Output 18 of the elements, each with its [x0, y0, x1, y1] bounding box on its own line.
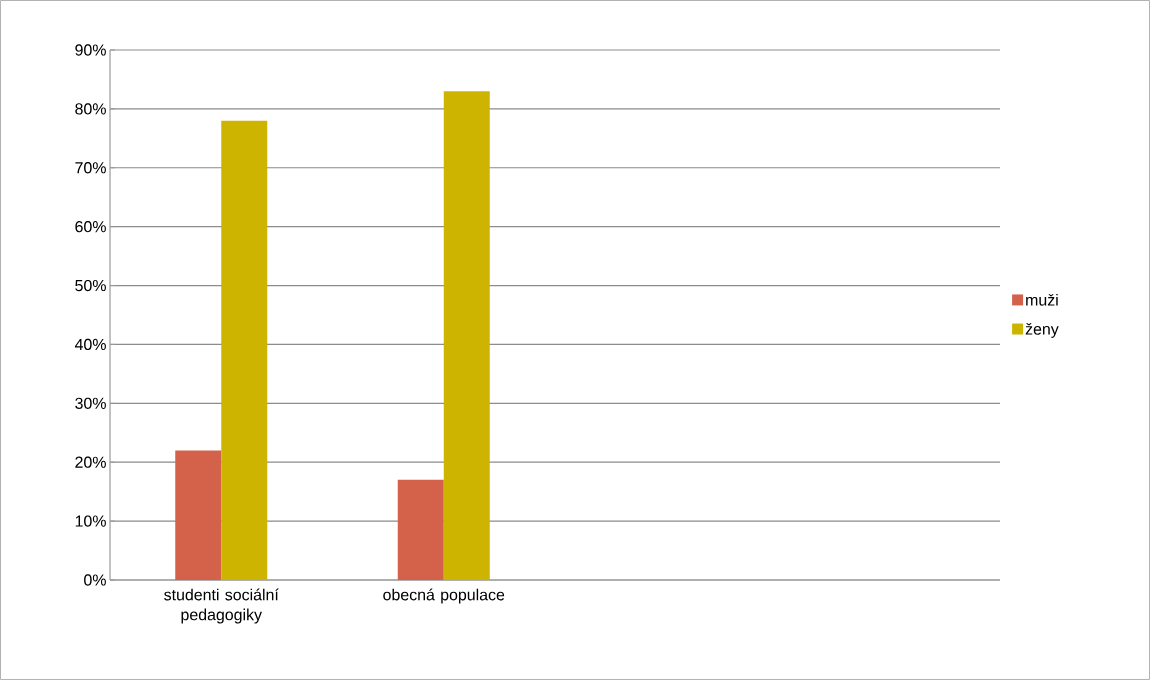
- legend-label: muži: [1026, 293, 1058, 306]
- y-tick-label: 70%: [75, 162, 106, 174]
- y-tick-label: 50%: [75, 279, 106, 292]
- y-tick-label: 60%: [75, 221, 106, 233]
- x-tick-label: studenti sociální pedagogiky: [164, 588, 279, 624]
- y-tick-label: 90%: [75, 44, 106, 56]
- bar: [397, 479, 444, 580]
- legend-label: ženy: [1025, 322, 1059, 338]
- y-tick-label: 80%: [75, 103, 106, 115]
- bar: [175, 450, 222, 580]
- y-tick-label: 0%: [84, 574, 106, 586]
- bar: [221, 120, 268, 580]
- bar: [443, 91, 490, 580]
- y-tick-label: 10%: [75, 515, 106, 527]
- y-tick-label: 30%: [75, 397, 106, 409]
- y-tick-label: 20%: [75, 456, 106, 468]
- x-tick-label: obecná populace: [383, 588, 505, 604]
- y-tick-label: 40%: [74, 338, 106, 351]
